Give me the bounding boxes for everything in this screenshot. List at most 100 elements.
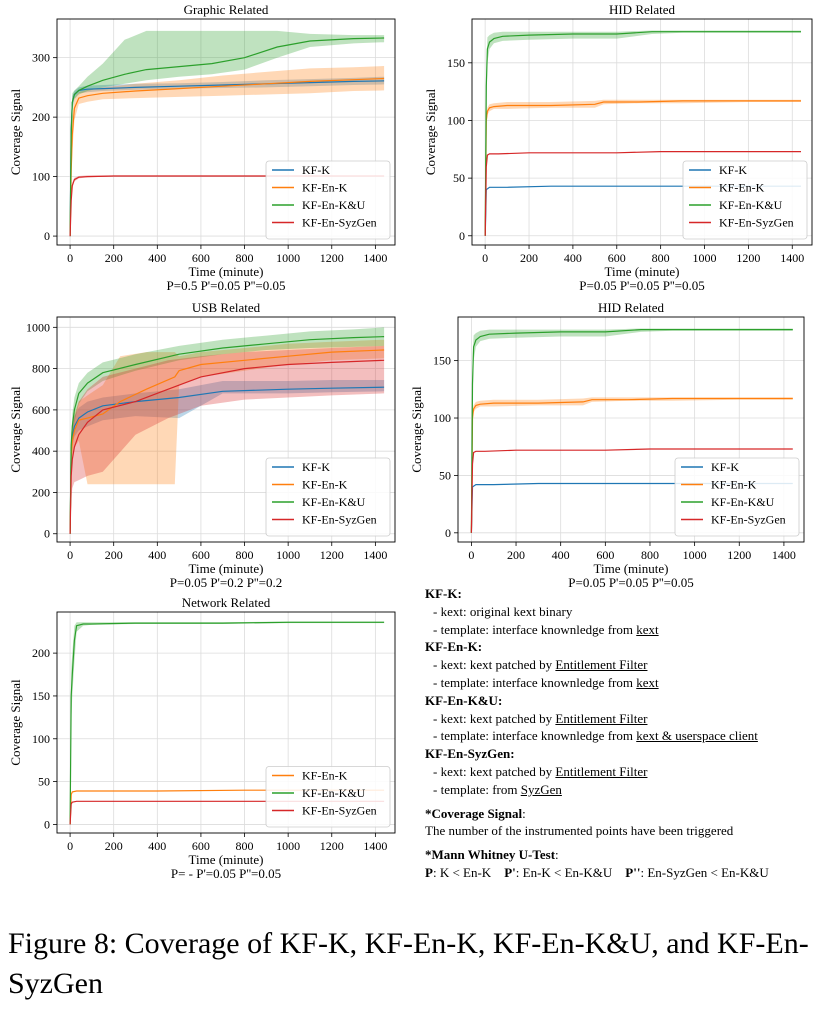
kf-en-ku-heading: KF-En-K&U: <box>425 692 503 708</box>
coverage-signal-desc: The number of the instrumented points ha… <box>425 823 734 839</box>
legend-label-kf-en-k: KF-En-K <box>302 478 348 492</box>
p-values: P= - P'=0.05 P''=0.05 <box>171 866 281 881</box>
kf-en-syzgen-kext-line: - kext: kext patched by Entitlement Filt… <box>433 763 648 779</box>
y-tick-label: 50 <box>38 775 50 789</box>
y-tick-label: 50 <box>439 468 451 482</box>
x-tick-label: 0 <box>482 251 488 265</box>
x-tick-label: 800 <box>652 251 670 265</box>
x-tick-label: 1000 <box>276 548 300 562</box>
kf-en-k-kext-line: - kext: kext patched by Entitlement Filt… <box>433 657 648 673</box>
x-tick-label: 1400 <box>363 251 387 265</box>
x-tick-label: 600 <box>192 548 210 562</box>
p-values: P=0.05 P'=0.2 P''=0.2 <box>170 575 282 590</box>
x-tick-label: 1400 <box>363 839 387 853</box>
figure-plots: 0 200 400 600 800 1000 1200 14000100200300Graph… <box>8 2 813 881</box>
x-tick-label: 400 <box>148 839 166 853</box>
band-kf-en-k <box>70 66 385 237</box>
y-axis-label: Coverage Signal <box>8 88 23 175</box>
x-tick-label: 0 <box>468 548 474 562</box>
x-tick-label: 200 <box>105 548 123 562</box>
x-tick-label: 600 <box>608 251 626 265</box>
kf-en-ku-kext-line: - kext: kext patched by Entitlement Filt… <box>433 710 648 726</box>
line-kf-k <box>69 386 385 534</box>
legend-label-kf-en-syzgen: KF-En-SyzGen <box>719 216 794 230</box>
x-tick-label: 400 <box>564 251 582 265</box>
x-axis-label: Time (minute) <box>605 264 680 279</box>
y-tick-label: 150 <box>433 354 451 368</box>
x-tick-label: 400 <box>552 548 570 562</box>
legend-label-kf-en-syzgen: KF-En-SyzGen <box>711 513 786 527</box>
legend-label-kf-k: KF-K <box>719 163 747 177</box>
chart-legend: KF-K KF-En-K KF-En-K&U KF-En-SyzGen <box>674 457 800 537</box>
y-tick-label: 150 <box>32 689 50 703</box>
x-tick-label: 0 <box>67 548 73 562</box>
legend-label-kf-en-k: KF-En-K <box>302 181 348 195</box>
line-kf-en-syzgen <box>470 448 793 533</box>
x-tick-label: 600 <box>596 548 614 562</box>
legend-label-kf-en-k: KF-En-K <box>711 478 757 492</box>
legend-frame <box>265 457 391 537</box>
y-tick-label: 400 <box>32 444 50 458</box>
chart-legend: KF-K KF-En-K KF-En-K&U KF-En-SyzGen <box>682 160 808 240</box>
line-kf-en-k-u <box>69 336 385 534</box>
y-tick-label: 100 <box>447 113 465 127</box>
legend-label-kf-en-k-u: KF-En-K&U <box>302 495 366 509</box>
legend-frame <box>265 766 391 828</box>
legend-label-kf-en-syzgen: KF-En-SyzGen <box>302 513 377 527</box>
x-tick-label: 0 <box>67 839 73 853</box>
chart-legend: KF-K KF-En-K KF-En-K&U KF-En-SyzGen <box>265 457 391 537</box>
legend-label-kf-en-k: KF-En-K <box>302 769 348 783</box>
line-kf-en-k-u <box>484 31 801 236</box>
plot-frame <box>457 316 805 543</box>
x-tick-label: 800 <box>236 548 254 562</box>
p-values: P=0.05 P'=0.05 P''=0.05 <box>579 278 704 293</box>
legend-label-kf-en-syzgen: KF-En-SyzGen <box>302 216 377 230</box>
legend-label-kf-en-k-u: KF-En-K&U <box>711 495 775 509</box>
legend-label-kf-en-k-u: KF-En-K&U <box>302 786 366 800</box>
legend-label-kf-en-k-u: KF-En-K&U <box>719 198 783 212</box>
chart-legend: KF-En-K KF-En-K&U KF-En-SyzGen <box>265 766 391 828</box>
line-kf-en-k <box>470 397 793 533</box>
x-tick-label: 800 <box>641 548 659 562</box>
plot-frame <box>56 611 396 834</box>
chart-title: Graphic Related <box>184 2 269 17</box>
y-tick-label: 0 <box>445 526 451 540</box>
y-tick-label: 0 <box>44 817 50 831</box>
x-tick-label: 1400 <box>363 548 387 562</box>
x-tick-label: 200 <box>507 548 525 562</box>
y-tick-label: 100 <box>32 732 50 746</box>
chart-4: 0 200 400 600 800 1000 1200 1400 0 50 100 150 HID Re… <box>409 300 805 590</box>
line-kf-en-k <box>69 77 385 237</box>
legend-frame <box>265 160 391 240</box>
x-tick-label: 200 <box>520 251 538 265</box>
x-axis-label: Time (minute) <box>594 561 669 576</box>
legend-label-kf-k: KF-K <box>302 163 330 177</box>
mwu-tests: P: K < En-K P': En-K < En-K&U P'': En-Sy… <box>425 864 769 880</box>
x-tick-label: 1000 <box>276 251 300 265</box>
line-kf-en-k-u <box>470 329 793 533</box>
legend-label-kf-en-syzgen: KF-En-SyzGen <box>302 804 377 818</box>
x-tick-label: 1000 <box>683 548 707 562</box>
plot-frame <box>56 316 396 543</box>
line-kf-en-syzgen <box>69 359 385 534</box>
chart-5: 0 200 400 600 800 1000 1200 1400 0 50 100 150 200 Net… <box>8 595 396 881</box>
legend-label-kf-k: KF-K <box>711 460 739 474</box>
chart-title: Network Related <box>182 595 271 610</box>
x-tick-label: 800 <box>236 251 254 265</box>
legend-label-kf-k: KF-K <box>302 460 330 474</box>
chart-title: HID Related <box>609 2 676 17</box>
legend-frame <box>674 457 800 537</box>
kf-en-ku-template-line: - template: interface knownledge from ke… <box>433 728 758 744</box>
x-axis-label: Time (minute) <box>189 264 264 279</box>
chart-2: 0 200 400 600 800 1000 1200 1400 0 50 100 150 HID Re… <box>423 2 813 293</box>
variant-legend: KF-K: - kext: original kext binary - tem… <box>425 585 830 882</box>
x-tick-label: 800 <box>236 839 254 853</box>
x-tick-label: 1200 <box>320 548 344 562</box>
kf-en-k-heading: KF-En-K: <box>425 639 483 655</box>
y-axis-label: Coverage Signal <box>8 386 23 473</box>
p-values: P=0.05 P'=0.05 P''=0.05 <box>568 575 693 590</box>
x-tick-label: 1200 <box>736 251 760 265</box>
p-values: P=0.5 P'=0.05 P''=0.05 <box>167 278 286 293</box>
y-tick-label: 0 <box>44 527 50 541</box>
y-tick-label: 300 <box>32 51 50 65</box>
